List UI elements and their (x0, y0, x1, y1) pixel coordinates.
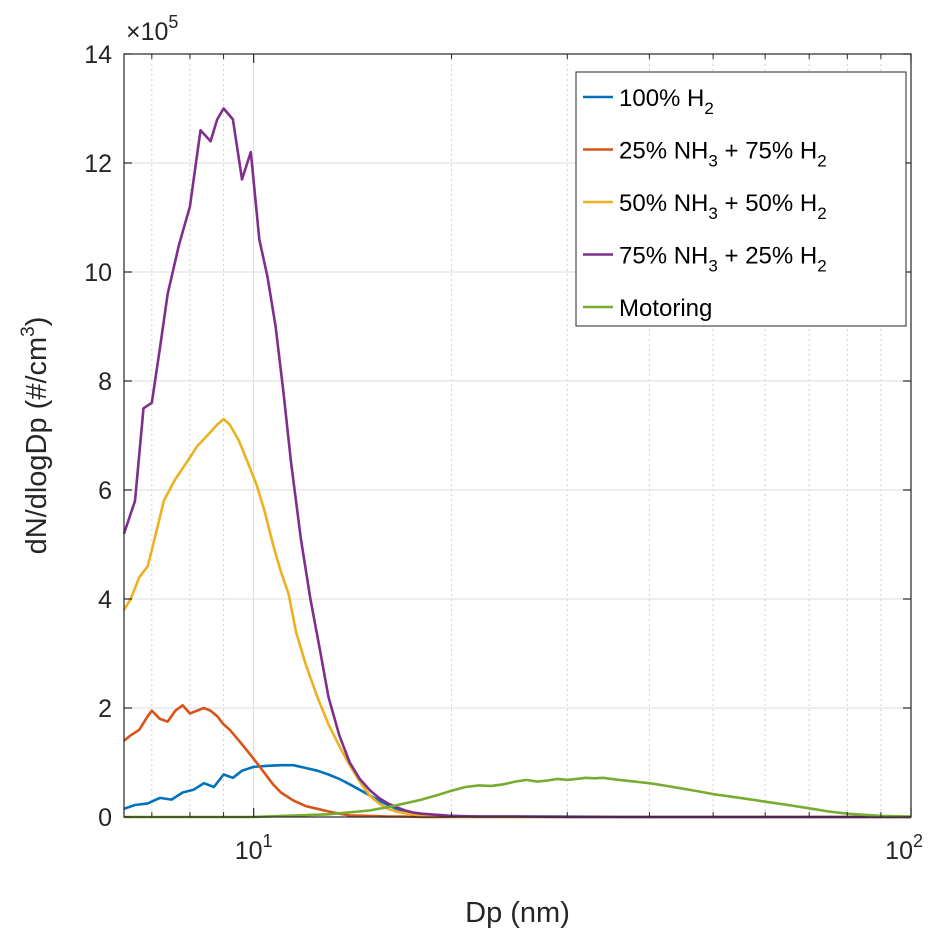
y-multiplier-exponent: 5 (168, 12, 178, 32)
y-axis-label: dN/dlogDp (#/cm3) (18, 317, 53, 555)
y-tick-label: 6 (98, 477, 112, 505)
y-tick-label: 4 (98, 586, 112, 614)
legend: 100% H2 25% NH3 + 75% H2 50% NH3 + 50% H2 7… (575, 71, 907, 327)
series-line-4 (122, 107, 911, 819)
legend-label-3: 50% NH3 + 50% H2 (619, 190, 827, 223)
legend-label-2: 25% NH3 + 75% H2 (619, 138, 827, 171)
axis-ticks: 0 2 4 6 8 10 12 14 101 102 (84, 41, 923, 865)
axes-box (123, 53, 912, 818)
series-line-3 (122, 417, 911, 819)
x-axis-label: Dp (nm) (465, 897, 570, 929)
x-tick-label: 101 (235, 831, 273, 865)
series-line-5 (124, 776, 912, 819)
y-multiplier-base: ×10 (126, 18, 168, 46)
legend-box (575, 71, 907, 327)
y-axis-label-superscript: 3 (18, 326, 39, 337)
y-tick-label: 12 (84, 150, 112, 178)
legend-label-4: 75% NH3 + 25% H2 (619, 243, 827, 276)
x-tick-label: 102 (885, 831, 923, 865)
legend-label-5: Motoring (619, 295, 712, 322)
y-tick-label: 14 (84, 41, 112, 69)
y-axis-label-main: dN/dlogDp (#/cm (21, 337, 53, 555)
y-tick-label: 2 (98, 695, 112, 723)
y-axis-label-end: ) (21, 317, 53, 327)
y-tick-label: 8 (98, 368, 112, 396)
y-tick-label: 10 (84, 259, 112, 287)
y-tick-label: 0 (98, 804, 112, 832)
y-axis-multiplier: ×105 (126, 12, 178, 46)
legend-label-1: 100% H2 (619, 85, 714, 118)
